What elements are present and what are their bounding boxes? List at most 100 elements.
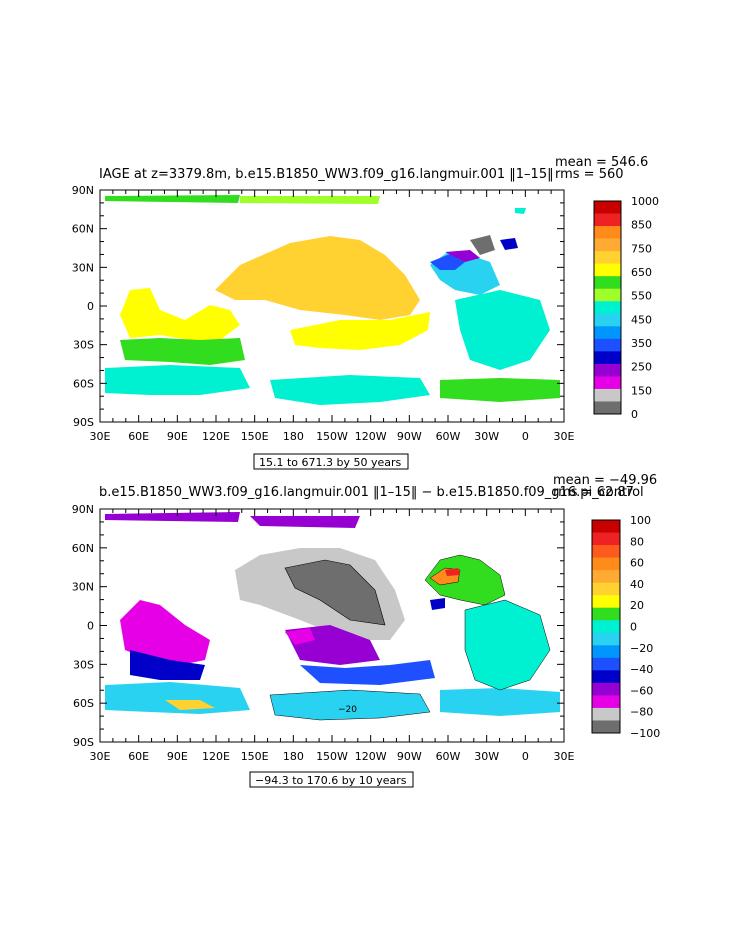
panel1-colorbar-swatch	[594, 226, 621, 240]
panel1-contour-info: 15.1 to 671.3 by 50 years	[259, 456, 402, 469]
panel1-region-atlantic-deep	[430, 254, 465, 270]
panel2-colorbar-swatch	[592, 607, 620, 621]
panel1-colorbar-swatch	[594, 313, 621, 327]
panel2-region-arctic-east	[250, 516, 360, 528]
panel2-colorbar-swatch	[592, 632, 620, 646]
panel2-colorbar-label: 100	[630, 514, 651, 527]
panel2-colorbar-label: 60	[630, 557, 644, 570]
panel1-region-north-pacific	[215, 236, 420, 320]
panel1-region-indian-north	[120, 288, 240, 340]
panel1-x-tick-label: 30W	[474, 430, 499, 443]
panel1-contour-info-box	[253, 453, 409, 470]
panel2-y-axis: 90N 60N 30N 0 30S 60S 90S	[72, 503, 564, 749]
panel2-x-tick-label: 90E	[167, 750, 188, 763]
panel1-x-tick-label: 60E	[128, 430, 149, 443]
panel2-y-tick-label: 90S	[73, 736, 94, 749]
panel1-x-tick-label: 60W	[436, 430, 461, 443]
panel2-region-north-pacific-dark	[284, 559, 386, 626]
panel1-region-atlantic-south	[455, 290, 550, 370]
panel1-region-southern-ocean-1	[105, 365, 250, 395]
panel1-x-tick-label: 150W	[316, 430, 348, 443]
panel1-colorbar-label: 150	[631, 384, 652, 397]
panel1-colorbar-label: 650	[631, 266, 652, 279]
panel2-colorbar-swatch	[592, 545, 620, 559]
panel1-colorbar-label: 250	[631, 361, 652, 374]
panel1-y-tick-label: 30N	[72, 261, 94, 274]
panel2-region-southern-ocean-yellow	[165, 700, 215, 710]
panel1-x-tick-label: 30E	[554, 430, 575, 443]
panel2-x-tick-label: 30E	[554, 750, 575, 763]
panel2-contour-info-box	[249, 771, 414, 788]
panel1-colorbar-label: 350	[631, 337, 652, 350]
panel2-contour-label: −20	[338, 705, 357, 715]
panel1-x-axis: 30E 60E 90E 120E 150E 180 150W 120W 90W 60W 30W 0 30…	[90, 190, 575, 443]
panel2-x-tick-label: 30W	[474, 750, 499, 763]
panel2-region-southern-ocean-mid	[269, 689, 431, 721]
panel2-region-pacific-south-magenta	[285, 628, 315, 645]
panel1-y-tick-label: 60N	[72, 223, 94, 236]
panel2-colorbar-label: −100	[630, 727, 660, 740]
panel2-map	[105, 512, 560, 721]
panel1-colorbar-swatch	[594, 338, 621, 352]
panel1-colorbar-swatch	[594, 401, 621, 415]
panel1-y-tick-label: 30S	[73, 339, 94, 352]
panel2-region-arctic-west	[105, 512, 240, 522]
panel1-x-tick-label: 90W	[397, 430, 422, 443]
panel2-x-tick-label: 30E	[90, 750, 111, 763]
panel1-region-arctic-east	[240, 196, 380, 204]
panel1-mean: mean = 546.6	[555, 155, 648, 170]
panel2-x-tick-label: 60E	[128, 750, 149, 763]
panel2-x-tick-label: 120E	[202, 750, 230, 763]
panel2-x-tick-label: 90W	[397, 750, 422, 763]
panel1-x-tick-label: 150E	[241, 430, 269, 443]
panel2-region-caribbean	[430, 598, 445, 610]
panel1-x-tick-label: 0	[522, 430, 529, 443]
panel1-colorbar-swatch	[594, 251, 621, 265]
panel2-colorbar-swatch	[592, 570, 620, 584]
panel2-mean: mean = −49.96	[553, 473, 657, 488]
panel1-colorbar-swatch	[594, 326, 621, 340]
panel1-x-tick-label: 90E	[167, 430, 188, 443]
panel1-map	[105, 195, 560, 405]
panel2-colorbar-label: 40	[630, 578, 644, 591]
panel1-colorbar: 1000 850 750 650 550 450 350 250 150 0	[593, 195, 659, 421]
panel2-colorbar-label: −80	[630, 706, 653, 719]
panel1-region-southern-ocean-2	[270, 375, 430, 405]
panel1-region-atlantic-purple	[445, 250, 480, 262]
panel1-region-indian-south	[120, 338, 245, 365]
panel2-region-atlantic-south	[464, 599, 551, 691]
panel2-colorbar: 100 80 60 40 20 0 −20 −40 −60 −80 −100	[591, 514, 660, 740]
panel1-colorbar-swatch	[594, 263, 621, 277]
panel1-region-arctic-island	[515, 208, 526, 214]
panel2-y-tick-label: 30N	[72, 581, 94, 594]
panel1-y-tick-label: 90N	[72, 184, 94, 197]
panel2-region-pacific-mid	[300, 660, 435, 685]
panel1-colorbar-swatch	[594, 213, 621, 227]
panel1-colorbar-label: 1000	[631, 195, 659, 208]
panel2-x-tick-label: 60W	[436, 750, 461, 763]
panel1-colorbar-swatch	[594, 201, 621, 215]
panel1-rms: rms = 560	[555, 167, 624, 182]
panel1-colorbar-swatch	[594, 363, 621, 377]
panel2-y-tick-label: 60S	[73, 697, 94, 710]
panel2-colorbar-label: −60	[630, 684, 653, 697]
panel2-y-tick-label: 90N	[72, 503, 94, 516]
panel1-x-tick-label: 30E	[90, 430, 111, 443]
panel2-colorbar-swatch	[592, 720, 620, 734]
panel1-colorbar-label: 750	[631, 242, 652, 255]
panel1-colorbar-swatch	[594, 238, 621, 252]
panel2-colorbar-swatch	[592, 595, 620, 609]
panel2-colorbar-swatch	[592, 532, 620, 546]
panel1-colorbar-swatch	[594, 288, 621, 302]
panel2-x-tick-label: 150E	[241, 750, 269, 763]
panel2-region-atlantic-red	[445, 568, 460, 576]
panel1-y-tick-label: 0	[87, 300, 94, 313]
panel2-colorbar-swatch	[592, 582, 620, 596]
panel2-title: b.e15.B1850_WW3.f09_g16.langmuir.001 ‖1–…	[99, 485, 644, 500]
panel1-colorbar-label: 550	[631, 290, 652, 303]
panel2-colorbar-label: −40	[630, 663, 653, 676]
panel1-colorbar-label: 850	[631, 219, 652, 232]
panel1-x-tick-label: 180	[283, 430, 304, 443]
panel2-colorbar-label: 20	[630, 599, 644, 612]
panel2-colorbar-swatch	[592, 620, 620, 634]
